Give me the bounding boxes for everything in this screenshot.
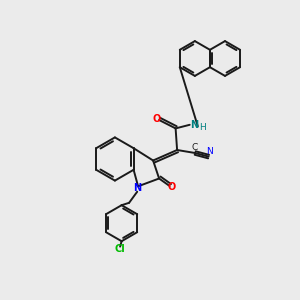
Text: Cl: Cl (115, 244, 125, 254)
Text: N: N (190, 120, 198, 130)
Text: O: O (168, 182, 176, 193)
Text: C: C (192, 143, 198, 152)
Text: N: N (133, 183, 141, 193)
Text: O: O (153, 113, 161, 124)
Text: N: N (206, 147, 213, 156)
Text: H: H (199, 123, 206, 132)
